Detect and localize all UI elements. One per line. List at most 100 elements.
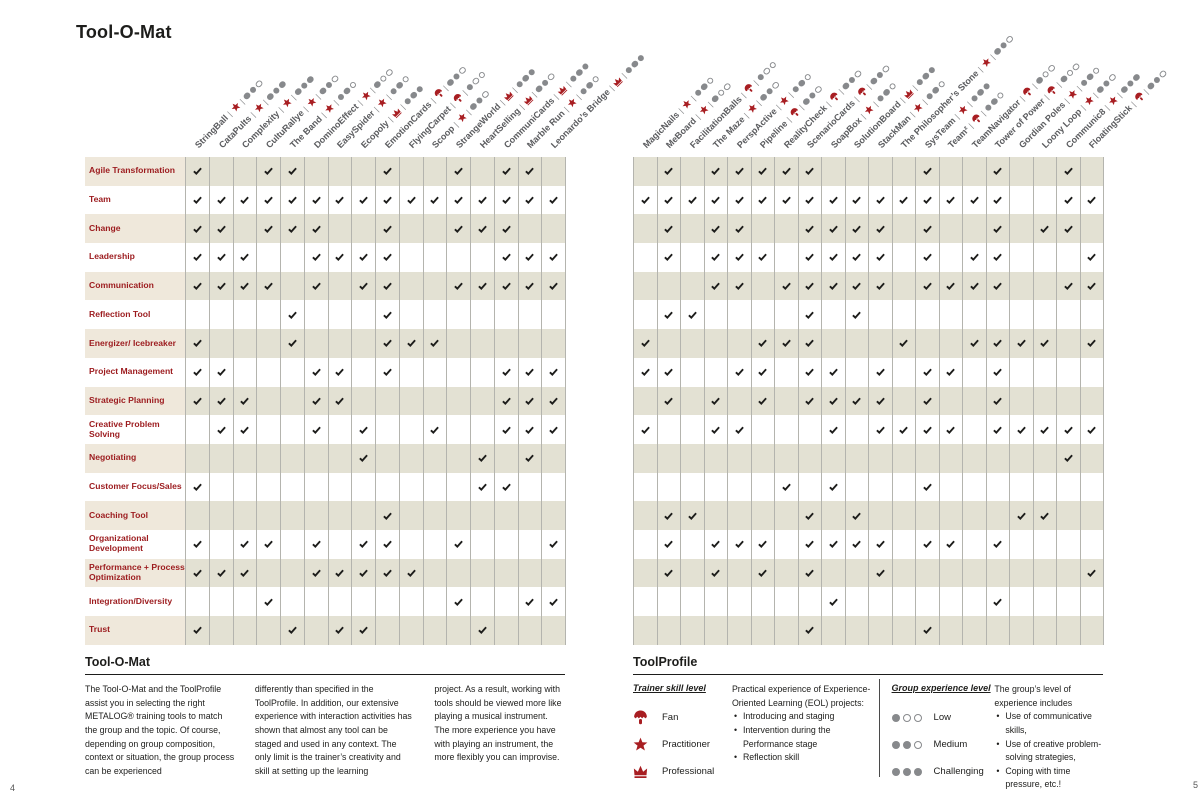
- check-icon: [805, 392, 815, 410]
- check-icon: [288, 220, 297, 238]
- matrix-row: [186, 271, 566, 301]
- empty-cell: [542, 443, 566, 473]
- check-icon: [383, 306, 392, 324]
- empty-cell: [400, 157, 424, 186]
- check-cell: [186, 529, 210, 559]
- empty-cell: [281, 386, 305, 416]
- check-icon: [993, 392, 1003, 410]
- check-cell: [234, 529, 258, 559]
- empty-cell: [542, 300, 566, 330]
- row-label: Creative Problem Solving: [89, 418, 160, 439]
- check-cell: [210, 214, 234, 244]
- star-icon: [1082, 94, 1095, 107]
- check-icon: [216, 363, 226, 381]
- check-cell: [916, 271, 940, 301]
- tool-header: StrangeWorld | |: [454, 67, 537, 150]
- star-icon: [980, 56, 993, 69]
- check-icon: [828, 220, 838, 238]
- empty-cell: [846, 357, 869, 387]
- empty-cell: [846, 329, 869, 358]
- check-icon: [1063, 449, 1073, 467]
- star-icon: [1066, 88, 1079, 101]
- check-cell: [471, 185, 495, 215]
- empty-cell: [329, 214, 353, 244]
- empty-cell: [822, 558, 846, 588]
- check-cell: [447, 587, 471, 616]
- empty-cell: [869, 472, 893, 502]
- filled-dot: [891, 740, 900, 749]
- check-icon: [852, 220, 862, 238]
- matrix-row: [186, 386, 566, 416]
- check-icon: [664, 248, 674, 266]
- check-cell: [775, 472, 799, 502]
- check-icon: [734, 535, 744, 553]
- empty-cell: [846, 558, 869, 588]
- empty-cell: [775, 443, 799, 473]
- group-experience-dots: [242, 79, 264, 101]
- check-icon: [711, 162, 721, 180]
- group-experience-text: The group’s level of experience includes…: [994, 683, 1103, 792]
- check-icon: [454, 162, 463, 180]
- check-cell: [305, 357, 329, 387]
- check-icon: [781, 277, 791, 295]
- check-cell: [846, 300, 869, 330]
- empty-cell: [495, 587, 519, 616]
- tool-header: FloatingStick | |: [1087, 68, 1169, 150]
- empty-cell: [634, 501, 658, 530]
- check-cell: [822, 271, 846, 301]
- check-cell: [987, 185, 1010, 215]
- open-dot: [995, 91, 1006, 101]
- check-icon: [758, 564, 768, 582]
- tool-header: Complexity | |: [240, 74, 316, 150]
- empty-cell: [1081, 529, 1104, 559]
- empty-cell: [1034, 243, 1057, 272]
- check-icon: [664, 363, 674, 381]
- check-cell: [519, 443, 543, 473]
- check-cell: [634, 329, 658, 358]
- row-label: Negotiating: [85, 443, 185, 473]
- matrix-row: [186, 529, 566, 559]
- check-icon: [193, 334, 202, 352]
- empty-cell: [658, 271, 681, 301]
- empty-cell: [519, 300, 543, 330]
- empty-cell: [752, 271, 775, 301]
- open-dot: [481, 89, 491, 100]
- empty-cell: [775, 415, 799, 444]
- check-icon: [993, 421, 1003, 439]
- matrix-row: [634, 529, 1104, 559]
- empty-cell: [376, 443, 400, 473]
- crown-icon: [555, 84, 568, 97]
- check-icon: [478, 220, 487, 238]
- empty-cell: [846, 415, 869, 444]
- empty-cell: [400, 501, 424, 530]
- check-icon: [240, 248, 250, 266]
- check-cell: [799, 185, 822, 215]
- check-cell: [495, 415, 519, 444]
- check-cell: [305, 214, 329, 244]
- empty-cell: [447, 357, 471, 387]
- empty-cell: [1034, 558, 1057, 588]
- empty-cell: [916, 329, 940, 358]
- tool-header: The Philosopher’s Stone | |: [899, 34, 1015, 150]
- check-icon: [311, 248, 321, 266]
- empty-cell: [728, 443, 752, 473]
- check-cell: [705, 529, 728, 559]
- empty-cell: [519, 558, 543, 588]
- check-cell: [281, 157, 305, 186]
- check-icon: [454, 277, 463, 295]
- check-cell: [1081, 558, 1104, 588]
- matrix-row: [634, 472, 1104, 502]
- group-experience-dots: [891, 740, 922, 749]
- tool-header: RealityCheck | |: [782, 68, 864, 150]
- check-cell: [893, 415, 916, 444]
- check-cell: [1081, 243, 1104, 272]
- empty-cell: [1010, 529, 1034, 559]
- matrix-row: [186, 616, 566, 645]
- empty-cell: [447, 243, 471, 272]
- check-cell: [728, 271, 752, 301]
- crown-icon: [521, 94, 534, 107]
- filled-dot: [759, 92, 769, 102]
- check-icon: [664, 392, 674, 410]
- empty-cell: [234, 616, 258, 645]
- check-cell: [916, 243, 940, 272]
